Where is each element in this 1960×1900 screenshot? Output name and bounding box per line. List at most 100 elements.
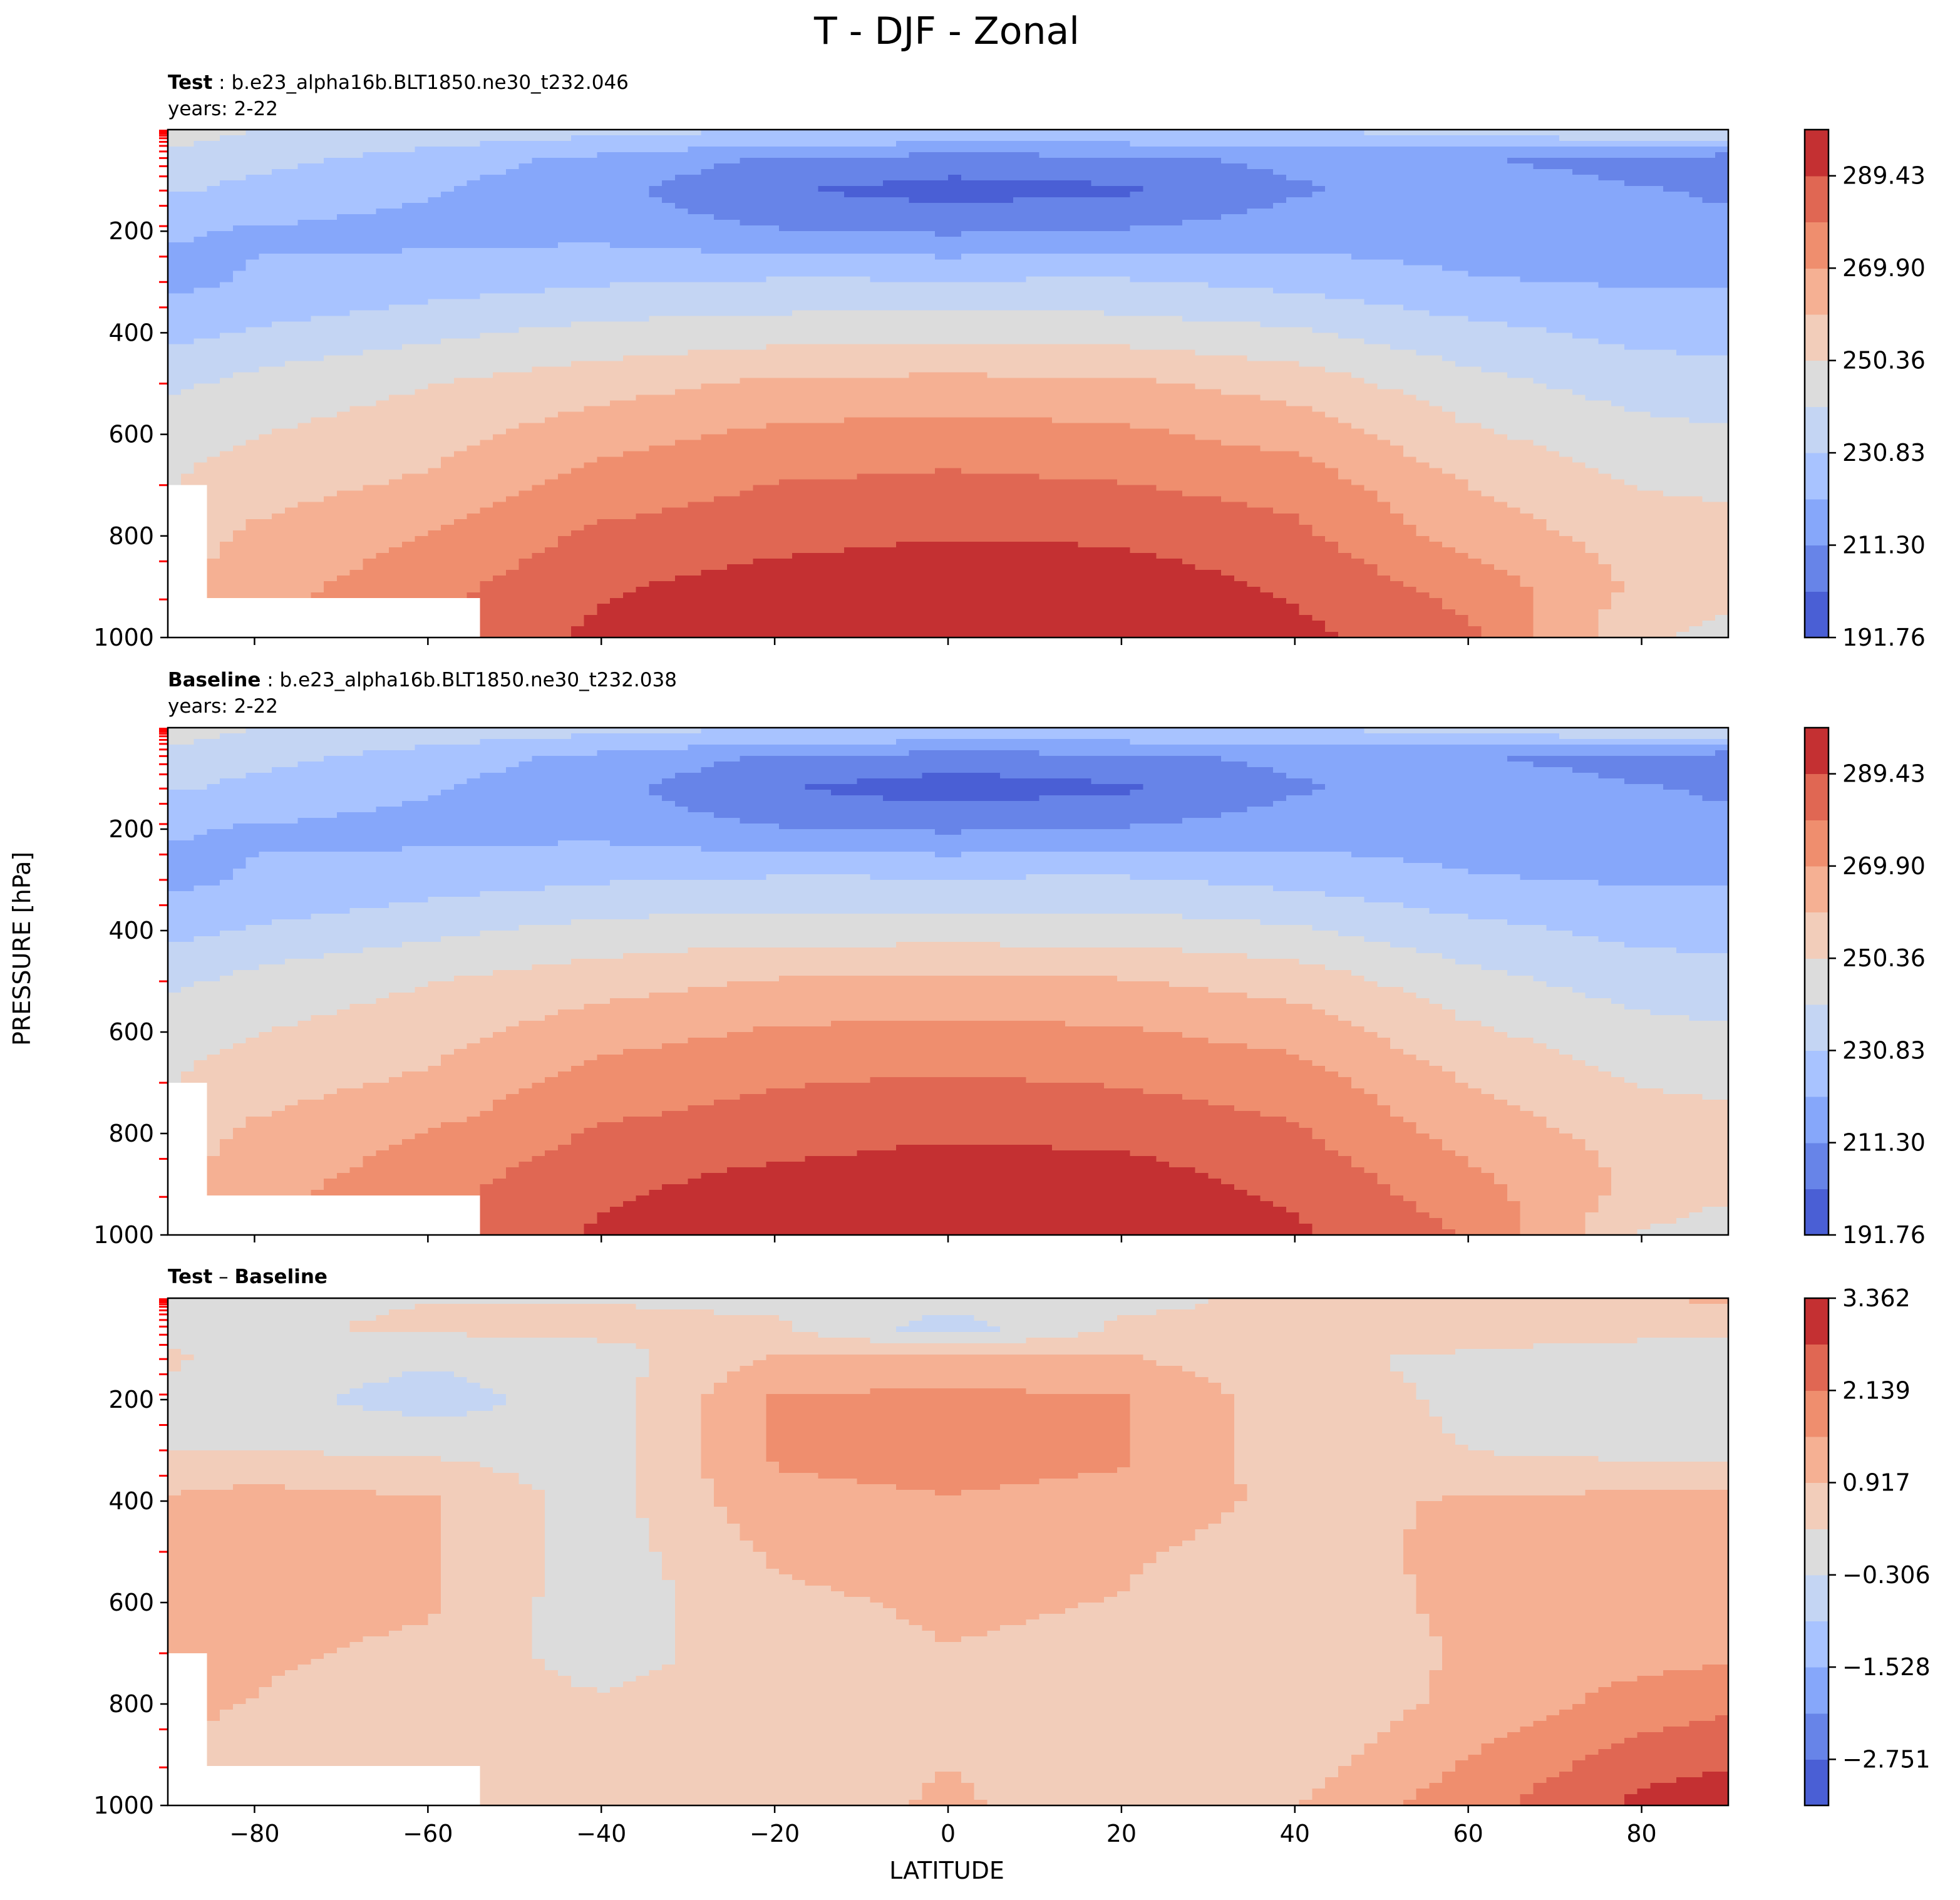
field-cell: [1546, 152, 1560, 158]
field-cell: [818, 135, 832, 142]
field-cell: [246, 130, 260, 136]
field-cell: [987, 158, 1001, 164]
field-cell: [1195, 130, 1209, 136]
field-cell: [883, 135, 897, 142]
field-cell: [1403, 158, 1417, 164]
field-cell: [1130, 135, 1144, 142]
field-cell: [1338, 158, 1352, 164]
field-cell: [1351, 152, 1365, 158]
field-cell: [1026, 152, 1040, 158]
field-cell: [1039, 152, 1053, 158]
field-cell: [1013, 135, 1027, 142]
field-cell: [688, 130, 702, 136]
field-cell: [246, 147, 260, 153]
field-cell: [1676, 141, 1690, 147]
field-cell: [194, 152, 208, 158]
field-cell: [883, 130, 897, 136]
field-cell: [1676, 147, 1690, 153]
field-cell: [506, 163, 520, 170]
field-cell: [623, 158, 637, 164]
field-cell: [532, 152, 545, 158]
field-cell: [909, 147, 923, 153]
field-cell: [1091, 135, 1105, 142]
field-cell: [1468, 135, 1482, 142]
field-cell: [610, 163, 624, 170]
contour-fill: [168, 130, 1729, 638]
field-cell: [1534, 130, 1547, 136]
field-cell: [1689, 130, 1703, 136]
field-cell: [1520, 135, 1534, 142]
field-cell: [571, 158, 585, 164]
field-cell: [805, 158, 819, 164]
field-cell: [1390, 135, 1404, 142]
field-cell: [1442, 135, 1456, 142]
field-cell: [1715, 130, 1729, 136]
field-cell: [1065, 158, 1079, 164]
field-cell: [701, 158, 714, 164]
field-cell: [168, 152, 182, 158]
field-cell: [1442, 158, 1456, 164]
field-cell: [597, 147, 611, 153]
field-cell: [987, 152, 1001, 158]
field-cell: [1221, 130, 1235, 136]
field-cell: [480, 141, 493, 147]
field-cell: [1000, 135, 1014, 142]
field-cell: [974, 152, 988, 158]
field-cell: [1065, 130, 1079, 136]
field-cell: [701, 147, 714, 153]
field-cell: [311, 158, 324, 164]
field-cell: [311, 141, 324, 147]
field-cell: [1546, 158, 1560, 164]
field-cell: [896, 158, 910, 164]
field-cell: [1442, 147, 1456, 153]
field-cell: [662, 135, 676, 142]
field-cell: [272, 158, 286, 164]
field-cell: [1559, 130, 1573, 136]
field-cell: [285, 152, 299, 158]
field-cell: [1663, 152, 1677, 158]
field-cell: [714, 152, 728, 158]
field-cell: [1039, 141, 1053, 147]
field-cell: [1182, 152, 1196, 158]
field-cell: [402, 135, 416, 142]
field-cell: [558, 135, 572, 142]
field-cell: [181, 141, 195, 147]
field-cell: [571, 163, 585, 170]
field-cell: [857, 147, 871, 153]
field-cell: [1481, 147, 1495, 153]
field-cell: [831, 141, 845, 147]
field-cell: [1312, 158, 1326, 164]
field-cell: [818, 141, 832, 147]
field-cell: [1325, 135, 1339, 142]
field-cell: [350, 135, 364, 142]
field-cell: [844, 147, 858, 153]
field-cell: [1052, 135, 1066, 142]
field-cell: [1247, 141, 1261, 147]
field-cell: [1273, 141, 1287, 147]
field-cell: [1104, 158, 1118, 164]
field-cell: [506, 141, 520, 147]
field-cell: [1377, 158, 1391, 164]
field-cell: [1273, 152, 1287, 158]
field-cell: [168, 147, 182, 153]
field-cell: [1715, 147, 1729, 153]
field-cell: [1650, 141, 1664, 147]
field-cell: [1702, 130, 1716, 136]
field-cell: [584, 141, 598, 147]
field-cell: [285, 147, 299, 153]
field-cell: [1572, 152, 1586, 158]
field-cell: [324, 158, 338, 164]
field-cell: [1586, 141, 1599, 147]
field-cell: [1026, 158, 1040, 164]
field-cell: [1013, 147, 1027, 153]
field-cell: [181, 163, 195, 170]
field-cell: [649, 158, 663, 164]
field-cell: [792, 135, 806, 142]
field-cell: [1715, 141, 1729, 147]
field-cell: [870, 130, 884, 136]
field-cell: [1052, 152, 1066, 158]
field-cell: [636, 130, 650, 136]
field-cell: [571, 152, 585, 158]
field-cell: [1611, 141, 1625, 147]
field-cell: [259, 141, 272, 147]
